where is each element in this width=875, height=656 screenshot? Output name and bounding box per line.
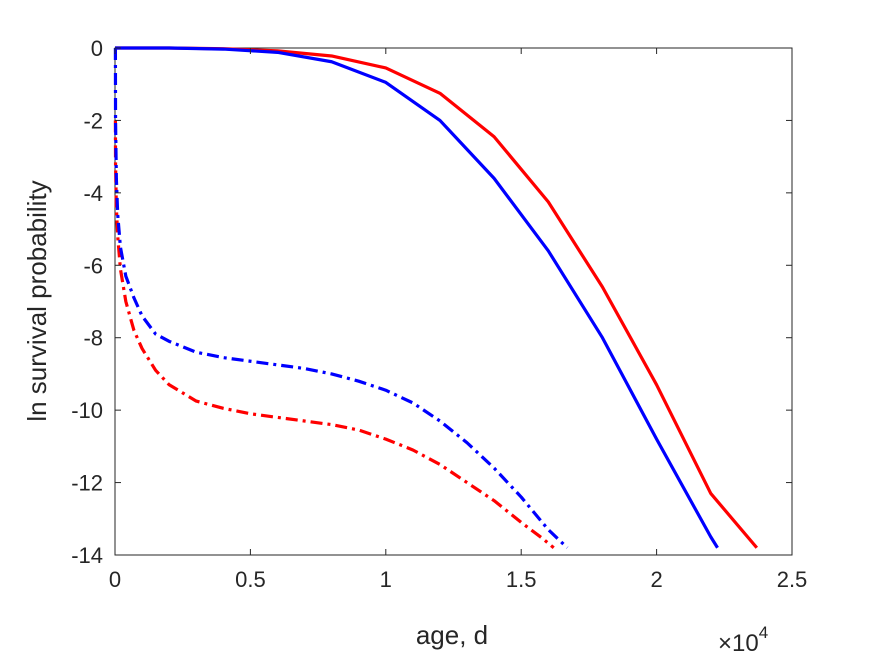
y-tick-label: -14 <box>71 543 103 568</box>
y-tick-label: 0 <box>91 36 103 61</box>
series-line-4 <box>113 47 569 549</box>
y-tick-label: -10 <box>71 398 103 423</box>
x-axis-exponent-base: ×10 <box>718 630 759 656</box>
y-axis-ticks: 0 -2 -4 -6 -8 -10 -12 -14 <box>71 36 792 568</box>
x-axis-ticks: 0 0.5 1 1.5 2 2.5 <box>109 48 807 592</box>
y-tick-label: -6 <box>83 253 103 278</box>
axes-frame <box>114 47 793 556</box>
x-tick-label: 1 <box>380 567 392 592</box>
x-tick-label: 0.5 <box>235 567 266 592</box>
x-axis-label: age, d <box>416 620 488 650</box>
x-tick-label: 2.5 <box>777 567 808 592</box>
y-axis-label: ln survival probability <box>22 180 52 421</box>
x-tick-label: 1.5 <box>506 567 537 592</box>
y-tick-label: -2 <box>83 108 103 133</box>
y-tick-label: -4 <box>83 181 103 206</box>
x-axis-exponent-power: 4 <box>759 623 768 642</box>
series-line-2 <box>115 46 719 549</box>
series-layer <box>113 46 759 549</box>
x-axis-exponent: ×104 <box>718 623 768 656</box>
x-tick-label: 2 <box>650 567 662 592</box>
y-tick-label: -12 <box>71 471 103 496</box>
plot-axes <box>114 47 793 556</box>
series-line-1 <box>115 46 759 549</box>
x-tick-label: 0 <box>109 567 121 592</box>
y-tick-label: -8 <box>83 326 103 351</box>
series-line-3 <box>113 120 555 549</box>
